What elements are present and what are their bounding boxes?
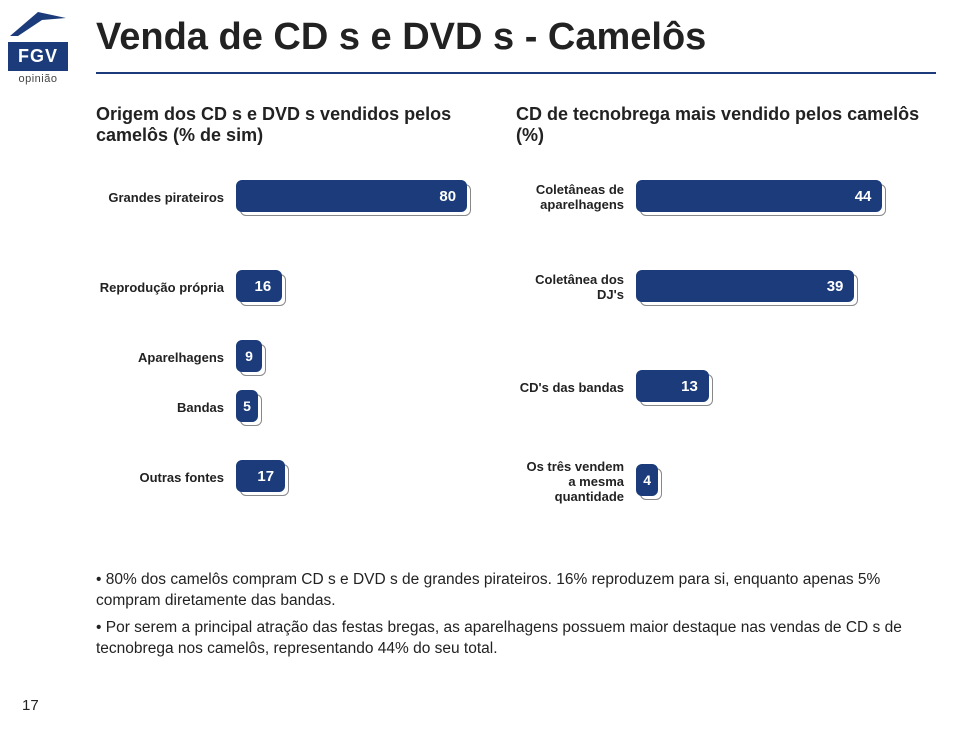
chart-right: Coletâneas de aparelhagens44 Coletânea do… <box>516 180 936 520</box>
page-title: Venda de CD s e DVD s - Camelôs <box>96 16 706 59</box>
bar-category-label: Bandas <box>96 401 236 416</box>
subtitles-row: Origem dos CD s e DVD s vendidos pelos c… <box>96 104 936 146</box>
bar-track: 9 <box>236 340 516 376</box>
bar-category-label: Grandes pirateiros <box>96 191 236 206</box>
logo-text: FGV <box>8 42 68 71</box>
bar-row: Coletânea dos DJ's39 <box>516 270 936 306</box>
bar: 44 <box>636 180 882 212</box>
bar-track: 80 <box>236 180 516 216</box>
bar-category-label: Outras fontes <box>96 471 236 486</box>
bullets-block: • 80% dos camelôs compram CD s e DVD s d… <box>96 570 916 666</box>
logo-subtext: opinião <box>8 73 68 85</box>
bar-track: 13 <box>636 370 936 406</box>
bar-track: 44 <box>636 180 936 216</box>
bar-track: 17 <box>236 460 516 496</box>
bar-track: 39 <box>636 270 936 306</box>
bar-row: Coletâneas de aparelhagens44 <box>516 180 936 216</box>
bar-category-label: Coletânea dos DJ's <box>516 273 636 303</box>
subtitle-left: Origem dos CD s e DVD s vendidos pelos c… <box>96 104 516 146</box>
bar-category-label: Reprodução própria <box>96 281 236 296</box>
bar-track: 16 <box>236 270 516 306</box>
bullet-line: • 80% dos camelôs compram CD s e DVD s d… <box>96 570 916 612</box>
bar: 9 <box>236 340 262 372</box>
bullet-line: • Por serem a principal atração das fest… <box>96 618 916 660</box>
subtitle-right: CD de tecnobrega mais vendido pelos came… <box>516 104 936 146</box>
bar: 80 <box>236 180 467 212</box>
fgv-logo: FGV opinião <box>8 10 68 85</box>
bar: 13 <box>636 370 709 402</box>
bar-row: Bandas5 <box>96 390 516 426</box>
bar: 17 <box>236 460 285 492</box>
swoosh-icon <box>8 10 68 38</box>
bar-row: Outras fontes17 <box>96 460 516 496</box>
slide-number: 17 <box>22 697 39 714</box>
chart-left: Grandes pirateiros80 Reprodução própria16… <box>96 180 516 520</box>
bar-row: Reprodução própria16 <box>96 270 516 306</box>
bar-row: Os três vendem a mesma quantidade4 <box>516 460 936 505</box>
bar: 4 <box>636 464 658 496</box>
bar-category-label: CD's das bandas <box>516 381 636 396</box>
slide: FGV opinião Venda de CD s e DVD s - Came… <box>0 0 960 732</box>
bar-row: Grandes pirateiros80 <box>96 180 516 216</box>
bar-row: CD's das bandas13 <box>516 370 936 406</box>
bar: 5 <box>236 390 258 422</box>
title-rule <box>96 72 936 74</box>
logo-swoosh-wrap <box>8 10 68 38</box>
bar-track: 4 <box>636 464 936 500</box>
bar: 16 <box>236 270 282 302</box>
bar: 39 <box>636 270 854 302</box>
bar-category-label: Os três vendem a mesma quantidade <box>516 460 636 505</box>
bar-category-label: Aparelhagens <box>96 351 236 366</box>
bar-row: Aparelhagens9 <box>96 340 516 376</box>
bar-track: 5 <box>236 390 516 426</box>
bar-category-label: Coletâneas de aparelhagens <box>516 183 636 213</box>
charts-row: Grandes pirateiros80 Reprodução própria16… <box>96 180 936 520</box>
